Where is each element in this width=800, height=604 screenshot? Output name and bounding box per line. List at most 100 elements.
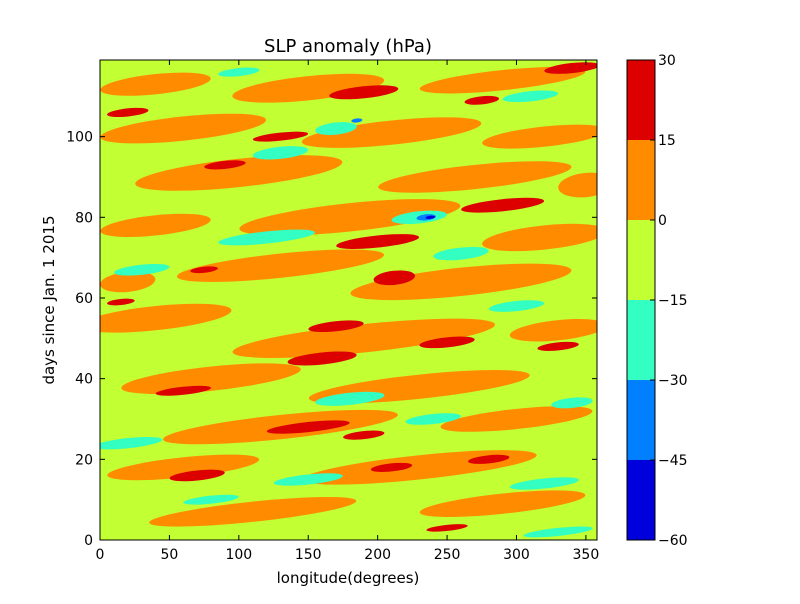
contour-region-level-2 [114, 263, 170, 276]
contour-region-level-4 [232, 318, 495, 358]
contour-region-level-4 [121, 363, 301, 394]
contour-region-level-2 [433, 246, 489, 261]
colorbar [627, 60, 655, 540]
contour-region-level-5 [419, 336, 475, 349]
contour-regions [100, 62, 597, 538]
chart-title: SLP anomaly (hPa) [264, 36, 432, 57]
contour-region-level-5 [373, 270, 416, 286]
colorbar-tick-label: −30 [658, 373, 688, 389]
colorbar-segment [627, 60, 655, 140]
contour-region-level-1 [351, 118, 363, 123]
contour-region-level-5 [107, 298, 135, 306]
contour-region-level-4 [350, 263, 572, 301]
contour-region-level-5 [266, 420, 350, 434]
colorbar-segment [627, 460, 655, 540]
y-axis-ticks: 0 20 40 60 80 100 [66, 130, 597, 549]
contour-region-level-4 [509, 319, 597, 342]
contour-region-level-4 [232, 73, 385, 103]
contour-region-level-2 [488, 300, 545, 312]
colorbar-tick-label: 30 [658, 53, 676, 69]
x-tick-label: 100 [225, 547, 252, 563]
colorbar-tick-label: −15 [658, 293, 688, 309]
y-tick-label: 80 [75, 210, 93, 226]
contour-region-level-5 [155, 385, 211, 396]
contour-region-level-2 [218, 67, 260, 77]
x-tick-label: 300 [503, 547, 530, 563]
contour-region-level-4 [440, 406, 593, 432]
contour-region-level-2 [273, 473, 343, 486]
contour-region-level-5 [464, 95, 500, 105]
contour-region-level-4 [176, 249, 385, 282]
contour-region-level-5 [190, 266, 218, 274]
contour-region-level-4 [100, 271, 156, 293]
colorbar-tick-label: 0 [658, 213, 667, 229]
contour-region-level-2 [523, 526, 593, 538]
contour-region-level-2 [405, 413, 461, 425]
contour-region-level-5 [343, 430, 385, 440]
contour-region-level-5 [468, 454, 510, 464]
contour-region-level-4 [378, 161, 572, 193]
colorbar-tick-label: 15 [658, 133, 676, 149]
y-tick-label: 100 [66, 130, 93, 146]
colorbar-segment [627, 140, 655, 220]
contour-region-level-5 [461, 197, 545, 213]
contour-region-level-2 [509, 477, 579, 490]
x-tick-label: 350 [573, 547, 600, 563]
contour-region-level-5 [169, 469, 225, 482]
contour-region-level-5 [107, 107, 149, 118]
contour-region-level-2 [315, 391, 385, 406]
y-tick-label: 40 [75, 372, 93, 388]
contour-region-level-4 [100, 303, 232, 333]
contour-region-level-5 [329, 85, 399, 100]
contour-region-level-2 [100, 437, 163, 450]
colorbar-ticks: −60 −45 −30 −15 0 15 30 [650, 53, 688, 549]
contour-region-level-5 [544, 62, 597, 74]
contour-region-level-4 [239, 199, 461, 236]
contour-region-level-2 [183, 494, 239, 505]
contour-region-level-2 [218, 229, 315, 246]
colorbar-segment [627, 380, 655, 460]
contour-region-level-5 [370, 462, 413, 472]
y-tick-label: 0 [84, 533, 93, 549]
contour-region-level-4 [100, 113, 267, 144]
x-axis-ticks: 0 50 100 150 200 250 300 350 [96, 60, 600, 563]
contour-region-level-5 [308, 320, 364, 333]
colorbar-segment [627, 300, 655, 380]
contour-region-level-2 [502, 90, 558, 103]
contour-region-level-4 [482, 124, 597, 149]
y-tick-label: 60 [75, 291, 93, 307]
colorbar-tick-label: −60 [658, 533, 688, 549]
x-tick-label: 200 [364, 547, 391, 563]
contour-region-level-2 [252, 146, 309, 160]
contour-region-level-4 [135, 155, 343, 191]
contour-region-level-4 [558, 172, 597, 198]
contour-region-level-2 [315, 122, 357, 135]
contour-region-level-4 [419, 490, 586, 517]
contour-region-level-5 [537, 341, 579, 351]
contour-region-level-2 [551, 397, 593, 409]
colorbar-segment [627, 220, 655, 300]
contour-region-level-4 [482, 223, 597, 252]
contour-region-level-4 [301, 117, 482, 148]
contour-region-level-4 [419, 66, 586, 94]
contour-region-level-5 [204, 160, 246, 170]
contour-region-level-4 [149, 496, 357, 527]
x-tick-label: 150 [295, 547, 322, 563]
plot-frame [99, 59, 598, 541]
x-tick-label: 250 [434, 547, 461, 563]
contour-region-level-4 [100, 72, 211, 96]
contour-region-level-4 [100, 213, 211, 237]
x-tick-label: 50 [160, 547, 178, 563]
x-axis-label: longitude(degrees) [277, 569, 420, 587]
contour-region-level-5 [426, 524, 468, 532]
x-tick-label: 0 [96, 547, 105, 563]
contour-region-level-5 [287, 351, 357, 366]
plot-area [100, 60, 597, 540]
y-axis-label: days since Jan. 1 2015 [40, 215, 58, 384]
contour-region-level-0 [425, 215, 436, 219]
contour-region-level-5 [336, 234, 420, 249]
y-tick-label: 20 [75, 452, 93, 468]
contour-region-level-5 [252, 131, 309, 142]
